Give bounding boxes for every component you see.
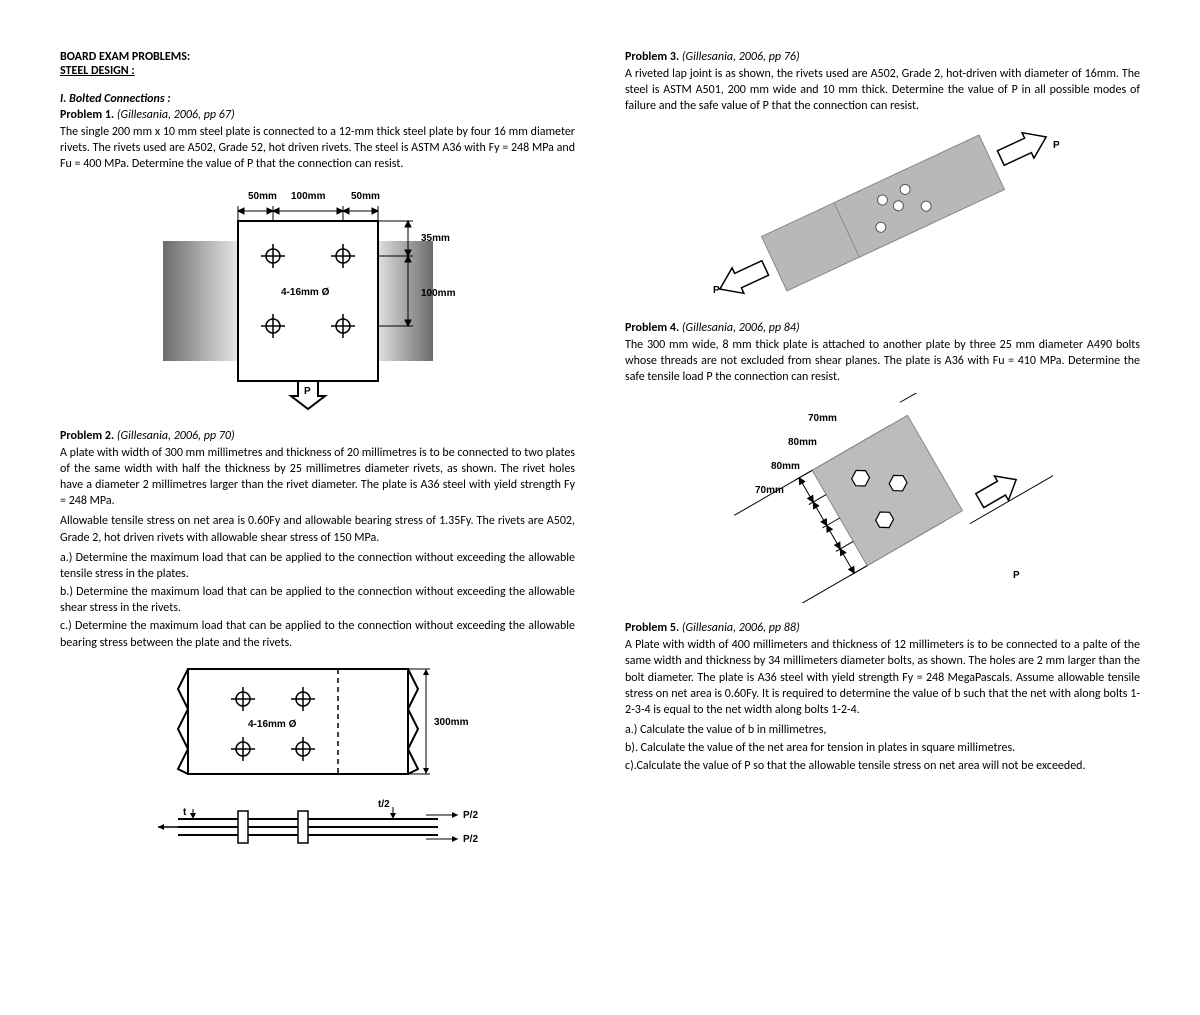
doc-title: BOARD EXAM PROBLEMS: [60, 50, 575, 64]
p4-label: Problem 4. [625, 321, 679, 335]
p2-figure: 4-16mm Ø 300mm [60, 659, 575, 863]
p5-b: b). Calculate the value of the net area … [625, 740, 1140, 756]
p1-dim-100: 100mm [291, 191, 326, 202]
p2-rivet-label: 4-16mm Ø [248, 719, 297, 730]
p5-c: c).Calculate the value of P so that the … [625, 758, 1140, 774]
p3-cite: (Gillesania, 2006, pp 76) [682, 50, 800, 64]
p2-a: a.) Determine the maximum load that can … [60, 550, 575, 582]
p2-b: b.) Determine the maximum load that can … [60, 584, 575, 616]
p1-dim-50a: 50mm [248, 191, 277, 202]
right-column: Problem 3. (Gillesania, 2006, pp 76) A r… [625, 50, 1140, 877]
p2-p2a: P/2 [463, 810, 478, 821]
p1-dim-100r: 100mm [421, 288, 456, 299]
p5-body: A Plate with width of 400 millimeters an… [625, 637, 1140, 718]
p2-body-2: Allowable tensile stress on net area is … [60, 513, 575, 545]
p5-title: Problem 5. (Gillesania, 2006, pp 88) [625, 621, 1140, 635]
p1-figure: 50mm 100mm 50mm 35mm 100mm [60, 181, 575, 415]
p5-a: a.) Calculate the value of b in millimet… [625, 722, 1140, 738]
p2-label: Problem 2. [60, 429, 114, 443]
p2-title: Problem 2. (Gillesania, 2006, pp 70) [60, 429, 575, 443]
p2-c: c.) Determine the maximum load that can … [60, 618, 575, 650]
p4-d80a: 80mm [788, 437, 817, 448]
p2-t2: t/2 [378, 799, 390, 810]
p1-title: Problem 1. (Gillesania, 2006, pp 67) [60, 108, 575, 122]
p4-cite: (Gillesania, 2006, pp 84) [682, 321, 800, 335]
p4-title: Problem 4. (Gillesania, 2006, pp 84) [625, 321, 1140, 335]
p4-figure: 70mm 80mm 80mm 70mm P [625, 393, 1140, 607]
p1-label: Problem 1. [60, 108, 114, 122]
p1-cite: (Gillesania, 2006, pp 67) [117, 108, 235, 122]
p4-d70b: 70mm [755, 485, 784, 496]
left-column: BOARD EXAM PROBLEMS: STEEL DESIGN : I. B… [60, 50, 575, 877]
p3-body: A riveted lap joint is as shown, the riv… [625, 66, 1140, 115]
section-title: I. Bolted Connections : [60, 92, 575, 106]
p1-dim-50b: 50mm [351, 191, 380, 202]
p3-title: Problem 3. (Gillesania, 2006, pp 76) [625, 50, 1140, 64]
doc-subtitle: STEEL DESIGN : [60, 64, 575, 78]
p1-dim-35: 35mm [421, 233, 450, 244]
p1-rivet-label: 4-16mm Ø [281, 287, 330, 298]
p3-P1: P [1053, 140, 1060, 151]
p3-P2: P [713, 285, 720, 296]
p1-body: The single 200 mm x 10 mm steel plate is… [60, 124, 575, 173]
p3-figure: P P [625, 123, 1140, 307]
p5-label: Problem 5. [625, 621, 679, 635]
p2-t: t [183, 807, 187, 818]
p2-cite: (Gillesania, 2006, pp 70) [117, 429, 235, 443]
p4-d70a: 70mm [808, 413, 837, 424]
p1-load-label: P [304, 386, 311, 397]
p4-d80b: 80mm [771, 461, 800, 472]
p2-dim-300: 300mm [434, 717, 469, 728]
p4-P: P [1013, 570, 1020, 581]
p2-p2b: P/2 [463, 834, 478, 845]
page-container: BOARD EXAM PROBLEMS: STEEL DESIGN : I. B… [60, 50, 1140, 877]
p5-cite: (Gillesania, 2006, pp 88) [682, 621, 800, 635]
p4-body: The 300 mm wide, 8 mm thick plate is att… [625, 337, 1140, 386]
p2-body-1: A plate with width of 300 mm millimetres… [60, 445, 575, 510]
p3-label: Problem 3. [625, 50, 679, 64]
